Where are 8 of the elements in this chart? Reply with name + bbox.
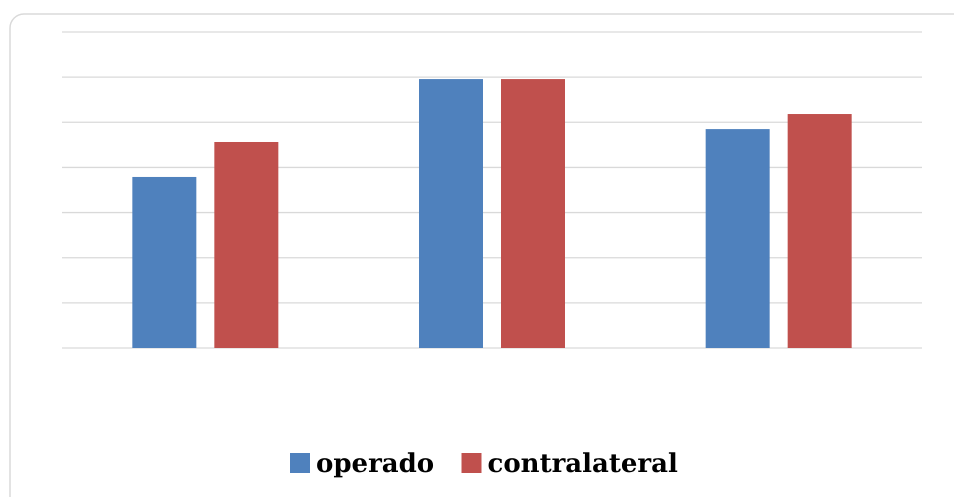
bar <box>788 114 852 348</box>
bar <box>214 142 278 348</box>
bar <box>501 79 565 348</box>
bar <box>419 79 483 348</box>
bar <box>132 176 196 348</box>
legend-label: operado <box>316 449 434 479</box>
legend-label: contralateral <box>488 449 678 479</box>
bar <box>706 129 770 348</box>
